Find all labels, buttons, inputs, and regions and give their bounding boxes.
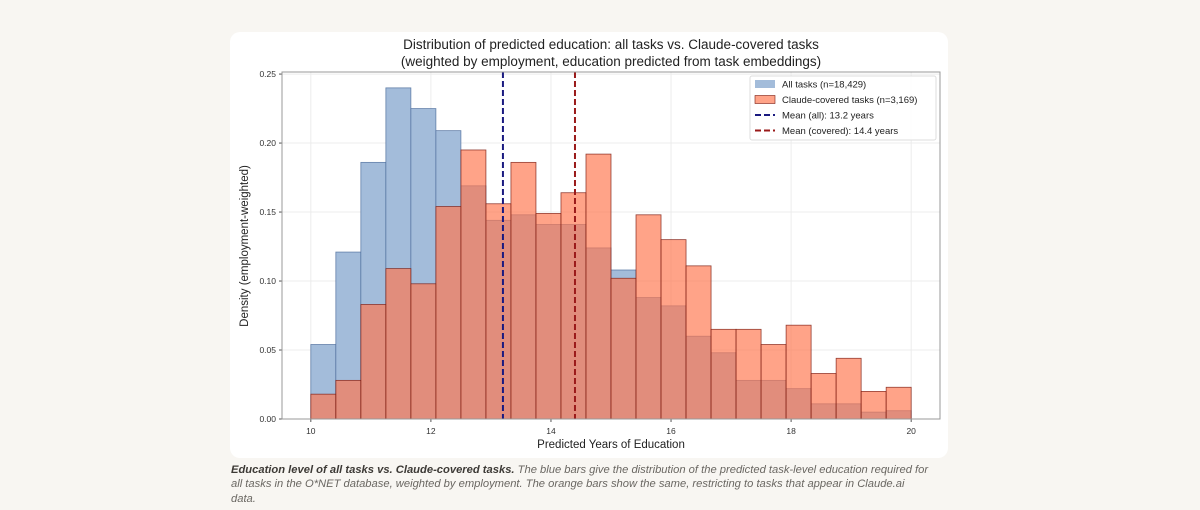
x-axis-label: Predicted Years of Education	[537, 439, 685, 451]
legend-swatch	[754, 95, 776, 104]
legend-label: Mean (all): 13.2 years	[782, 111, 874, 122]
plot-frame	[281, 71, 941, 420]
figure-caption: Education level of all tasks vs. Claude-…	[231, 463, 931, 506]
legend-label: All tasks (n=18,429)	[782, 80, 866, 91]
covered-tasks-bar	[835, 357, 862, 420]
y-axis-label: Density (employment-weighted)	[239, 165, 251, 327]
covered-tasks-bar	[485, 203, 512, 420]
caption-bold: Education level of all tasks vs. Claude-…	[231, 464, 515, 476]
caption-text: The blue bars give the distribution of t…	[231, 464, 929, 505]
covered-tasks-bar	[435, 206, 462, 420]
x-tick-label: 14	[546, 426, 556, 436]
covered-tasks-bar	[785, 324, 812, 420]
y-tick-label: 0.05	[259, 345, 276, 355]
chart-subtitle: (weighted by employment, education predi…	[401, 54, 821, 69]
x-tick-label: 18	[786, 426, 796, 436]
covered-tasks-bar	[660, 239, 687, 420]
covered-tasks-bar	[335, 379, 362, 420]
covered-tasks-bar	[585, 153, 612, 420]
education-histogram: Distribution of predicted education: all…	[239, 37, 941, 451]
legend-label: Mean (covered): 14.4 years	[782, 126, 898, 137]
covered-tasks-bar	[710, 328, 737, 420]
chart-title: Distribution of predicted education: all…	[403, 37, 819, 52]
y-tick-label: 0.25	[259, 69, 276, 79]
covered-tasks-bar	[735, 328, 762, 420]
covered-tasks-bar	[685, 265, 712, 420]
covered-tasks-bar	[360, 304, 387, 420]
y-tick-label: 0.20	[259, 138, 276, 148]
x-tick-label: 10	[306, 426, 316, 436]
covered-tasks-bar	[635, 214, 662, 420]
covered-tasks-bar	[410, 283, 437, 420]
covered-tasks-bar	[610, 277, 637, 420]
covered-tasks-bar	[810, 373, 837, 420]
covered-tasks-bar	[860, 391, 887, 420]
covered-tasks-bar	[310, 393, 337, 420]
x-tick-label: 16	[666, 426, 676, 436]
covered-tasks-bar	[535, 213, 562, 420]
covered-tasks-bar	[885, 386, 912, 420]
covered-tasks-bar	[460, 149, 487, 420]
legend-label: Claude-covered tasks (n=3,169)	[782, 95, 917, 106]
covered-tasks-bar	[510, 161, 537, 420]
legend-box	[749, 75, 937, 141]
y-tick-label: 0.10	[259, 276, 276, 286]
x-tick-label: 12	[426, 426, 436, 436]
covered-tasks-bar	[760, 344, 787, 420]
covered-tasks-bar	[560, 192, 587, 420]
covered-tasks-bar	[385, 268, 412, 420]
x-tick-label: 20	[906, 426, 916, 436]
legend-swatch	[755, 80, 775, 88]
y-tick-label: 0.15	[259, 207, 276, 217]
y-tick-label: 0.00	[259, 414, 276, 424]
